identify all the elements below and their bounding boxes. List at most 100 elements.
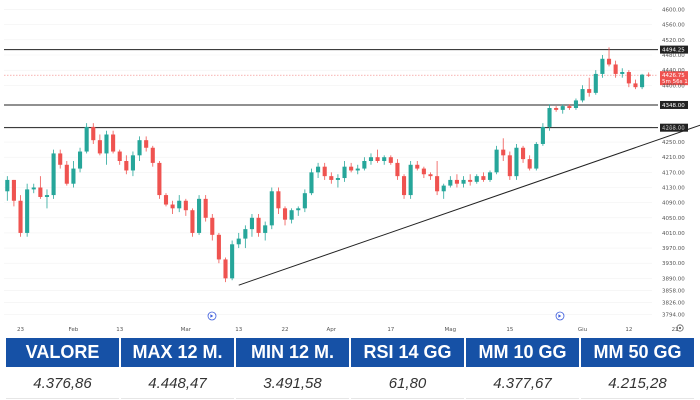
y-tick-label: 3794.00 [662, 313, 685, 319]
value-mm-10gg: 4.377,67 [466, 369, 579, 399]
candle-body [540, 126, 545, 144]
candle [514, 143, 519, 180]
candle [435, 161, 440, 196]
candle [487, 170, 493, 182]
candle-body [210, 217, 215, 235]
candle-body [415, 164, 420, 169]
chart-icons [207, 311, 684, 332]
candle [124, 155, 129, 175]
x-tick-label: Mag [445, 327, 457, 333]
settings-icon[interactable] [676, 324, 684, 332]
value-max-12m: 4.448,47 [121, 369, 234, 399]
replay-icon[interactable] [555, 311, 565, 321]
trendline-layer [238, 124, 700, 286]
last-price-text: 4426.75 [662, 73, 685, 79]
replay-icon[interactable] [207, 311, 217, 321]
candle-body [401, 176, 407, 196]
candle-body [468, 179, 473, 182]
candle [309, 168, 314, 196]
candle-body [349, 166, 354, 171]
candle-body [236, 238, 241, 245]
candle-body [626, 72, 631, 84]
y-tick-label: 4090.00 [662, 201, 685, 207]
candle [606, 47, 612, 67]
candle [640, 73, 645, 90]
candle [349, 162, 354, 173]
candle [540, 123, 545, 146]
candle-body [368, 157, 374, 161]
candle-body [567, 106, 572, 108]
candle-body [111, 134, 116, 152]
candle-body [71, 168, 76, 184]
candle-body [296, 208, 301, 211]
candle [587, 77, 592, 97]
x-tick-label: Mar [181, 327, 192, 333]
candle-body [256, 217, 261, 233]
value-valore: 4.376,86 [6, 369, 119, 399]
candle [104, 130, 109, 165]
candle-body [190, 210, 195, 233]
candle-body [487, 172, 493, 180]
candle-body [309, 172, 314, 194]
candle [633, 79, 638, 90]
candle [613, 60, 618, 78]
candle [25, 183, 30, 237]
candle [382, 155, 387, 165]
candle-body [521, 147, 526, 160]
candle [368, 153, 374, 165]
stats-table: VALORE MAX 12 M. MIN 12 M. RSI 14 GG MM … [6, 338, 694, 399]
candle-body [428, 174, 433, 177]
x-tick-label: Giu [578, 327, 587, 333]
candle [342, 161, 347, 182]
candle [117, 149, 122, 165]
candle-body [197, 198, 202, 233]
price-chart[interactable]: 4494.25 4348.00 4288.00 4426.75 5m 56s 12 46… [0, 0, 700, 338]
candle-body [534, 143, 539, 169]
candle-body [77, 151, 83, 169]
candle-body [64, 164, 69, 184]
candle-body [302, 193, 307, 209]
candle [474, 174, 479, 184]
y-tick-label: 3930.00 [662, 261, 685, 267]
candle-body [461, 179, 466, 184]
candle-body [342, 166, 347, 179]
candle-body [448, 179, 453, 186]
candle-body [640, 74, 645, 88]
candles [5, 47, 651, 283]
candle-body [97, 140, 102, 154]
candle [468, 174, 473, 186]
candle [210, 214, 215, 241]
candle [150, 145, 155, 167]
candle [600, 55, 605, 78]
candle [355, 164, 360, 175]
candle-body [395, 162, 400, 177]
candle-body [613, 64, 618, 74]
candle [157, 161, 162, 199]
candle-body [494, 149, 499, 173]
candle [421, 166, 426, 179]
candle [580, 85, 585, 103]
level-price-box [660, 45, 688, 54]
candle [97, 134, 102, 156]
value-mm-50gg: 4.215,28 [581, 369, 694, 399]
candle-body [282, 208, 288, 220]
candle [130, 151, 135, 177]
y-tick-label: 4130.00 [662, 186, 685, 192]
candle-body [362, 161, 367, 169]
candle [269, 187, 274, 230]
candle [177, 195, 182, 213]
candle-body [375, 157, 380, 161]
candle-body [507, 155, 512, 177]
y-tick-label: 4440.00 [662, 68, 685, 74]
header-valore: VALORE [6, 338, 119, 367]
x-tick-label: Apr [327, 327, 337, 333]
candle [395, 159, 400, 180]
candle [282, 206, 288, 226]
last-price-box [660, 71, 688, 86]
y-tick-label: 4560.00 [662, 23, 685, 29]
candle-body [408, 164, 413, 196]
candle-body [435, 176, 440, 192]
candle [51, 149, 56, 199]
candle-body [117, 151, 122, 161]
candle-body [269, 191, 274, 226]
